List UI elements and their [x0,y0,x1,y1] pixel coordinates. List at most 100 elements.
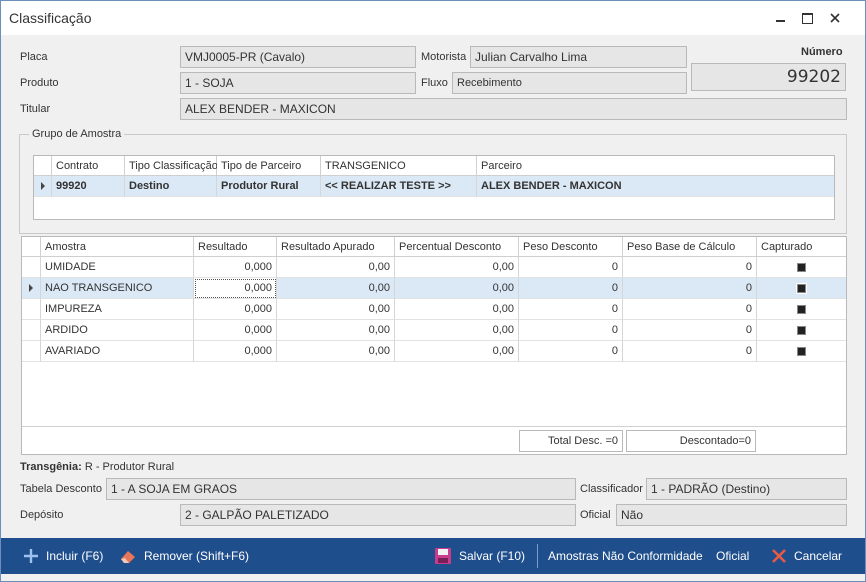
placa-field[interactable]: VMJ0005-PR (Cavalo) [180,46,416,68]
titular-label: Titular [20,103,51,115]
peso-desconto-cell[interactable]: 0 [519,299,623,320]
amostra-cell[interactable]: AVARIADO [41,341,194,362]
grupo-cell-tipo-classificacao[interactable]: Destino [125,176,217,197]
peso-desconto-cell[interactable]: 0 [519,278,623,299]
maximize-button[interactable] [795,7,819,29]
grupo-cell-parceiro[interactable]: ALEX BENDER - MAXICON [477,176,834,197]
resultado-cell[interactable]: 0,000 [194,341,277,362]
capturado-checkbox[interactable] [796,345,807,357]
resultado-apurado-cell[interactable]: 0,00 [277,341,395,362]
produto-field[interactable]: 1 - SOJA [180,72,416,94]
row-pointer-icon [29,284,33,292]
resultado-cell[interactable]: 0,000 [194,257,277,278]
resultado-apurado-cell[interactable]: 0,00 [277,278,395,299]
transgenia-value: R - Produtor Rural [84,461,175,473]
col-tipo-parceiro[interactable]: Tipo de Parceiro [217,156,321,176]
resultado-apurado-cell[interactable]: 0,00 [277,299,395,320]
capturado-cell[interactable] [757,299,846,320]
deposito-label: Depósito [20,509,64,521]
col-capturado[interactable]: Capturado [757,237,846,257]
capturado-cell[interactable] [757,257,846,278]
row-pointer-icon [40,182,45,190]
amostras-nao-conformidade-button[interactable]: Amostras Não Conformidade [548,549,703,563]
deposito-field[interactable]: 2 - GALPÃO PALETIZADO [180,504,576,526]
resultado-cell[interactable]: 0,000 [194,299,277,320]
capturado-checkbox[interactable] [796,324,807,336]
titular-field[interactable]: ALEX BENDER - MAXICON [180,98,847,120]
tabela-desconto-field[interactable]: 1 - A SOJA EM GRAOS [106,478,576,500]
col-peso-desconto[interactable]: Peso Desconto [519,237,623,257]
capturado-cell[interactable] [757,278,846,299]
peso-desconto-cell[interactable]: 0 [519,320,623,341]
grupo-cell-tipo-parceiro[interactable]: Produtor Rural [217,176,321,197]
capturado-checkbox[interactable] [796,261,807,273]
peso-desconto-cell[interactable]: 0 [519,341,623,362]
resultado-cell[interactable]: 0,000 [194,320,277,341]
incluir-button[interactable]: Incluir (F6) [23,538,103,574]
fluxo-field[interactable]: Recebimento [452,72,687,94]
table-row-indicator [22,341,41,362]
capturado-checkbox[interactable] [796,303,807,315]
salvar-label: Salvar (F10) [459,549,526,563]
resultado-apurado-cell[interactable]: 0,00 [277,320,395,341]
remover-button[interactable]: Remover (Shift+F6) [119,538,249,574]
transgenia-line: Transgênia: R - Produtor Rural [20,461,174,473]
x-icon [771,548,787,564]
remover-label: Remover (Shift+F6) [144,549,250,563]
percentual-desconto-cell[interactable]: 0,00 [395,299,519,320]
salvar-button[interactable]: Salvar (F10) [434,538,525,574]
capturado-cell[interactable] [757,341,846,362]
amostra-cell[interactable]: IMPUREZA [41,299,194,320]
col-transgenico[interactable]: TRANSGENICO [321,156,477,176]
grupo-cell-transgenico[interactable]: << REALIZAR TESTE >> [321,176,477,197]
transgenia-label: Transgênia: [20,461,82,473]
col-resultado[interactable]: Resultado [194,237,277,257]
percentual-desconto-cell[interactable]: 0,00 [395,341,519,362]
percentual-desconto-cell[interactable]: 0,00 [395,278,519,299]
capturado-checkbox[interactable] [796,282,807,294]
amostra-cell[interactable]: NAO TRANSGENICO [41,278,194,299]
cancelar-button[interactable]: Cancelar [771,538,842,574]
table-row-pointer [34,176,52,197]
minimize-button[interactable] [768,7,792,29]
motorista-field[interactable]: Julian Carvalho Lima [470,46,687,68]
peso-base-calculo-cell[interactable]: 0 [623,320,757,341]
grid-footer-divider [22,426,846,427]
close-icon [830,13,840,23]
col-tipo-classificacao[interactable]: Tipo Classificação [125,156,218,176]
capturado-cell[interactable] [757,320,846,341]
col-contrato[interactable]: Contrato [52,156,125,176]
percentual-desconto-cell[interactable]: 0,00 [395,320,519,341]
window-title: Classificação [9,10,92,26]
close-button[interactable] [823,7,847,29]
col-amostra[interactable]: Amostra [41,237,194,257]
col-percentual-desconto[interactable]: Percentual Desconto [395,237,519,257]
row-indicator-header [22,237,41,257]
resultado-apurado-cell[interactable]: 0,00 [277,257,395,278]
amostras-grid: Amostra Resultado Resultado Apurado Perc… [21,236,847,455]
amostra-cell[interactable]: ARDIDO [41,320,194,341]
classificador-field[interactable]: 1 - PADRÃO (Destino) [646,478,847,500]
col-peso-base-calculo[interactable]: Peso Base de Cálculo [623,237,757,257]
peso-base-calculo-cell[interactable]: 0 [623,299,757,320]
oficial-button[interactable]: Oficial [716,549,750,563]
peso-base-calculo-cell[interactable]: 0 [623,278,757,299]
peso-desconto-cell[interactable]: 0 [519,257,623,278]
col-resultado-apurado[interactable]: Resultado Apurado [277,237,395,257]
amostra-cell[interactable]: UMIDADE [41,257,194,278]
peso-base-calculo-cell[interactable]: 0 [623,257,757,278]
grupo-amostra-grid: Contrato Tipo Classificação Tipo de Parc… [33,155,835,220]
fluxo-label: Fluxo [421,77,448,89]
percentual-desconto-cell[interactable]: 0,00 [395,257,519,278]
oficial-label: Oficial [580,509,611,521]
footer-toolbar: Incluir (F6) Remover (Shift+F6) Salvar (… [1,538,865,574]
incluir-label: Incluir (F6) [46,549,104,563]
oficial-field[interactable]: Não [616,504,847,526]
table-row-indicator [22,299,41,320]
resultado-cell[interactable]: 0,000 [194,278,277,299]
motorista-label: Motorista [421,51,467,63]
cancelar-label: Cancelar [794,549,843,563]
grupo-cell-contrato[interactable]: 99920 [52,176,125,197]
peso-base-calculo-cell[interactable]: 0 [623,341,757,362]
col-parceiro[interactable]: Parceiro [477,156,834,176]
